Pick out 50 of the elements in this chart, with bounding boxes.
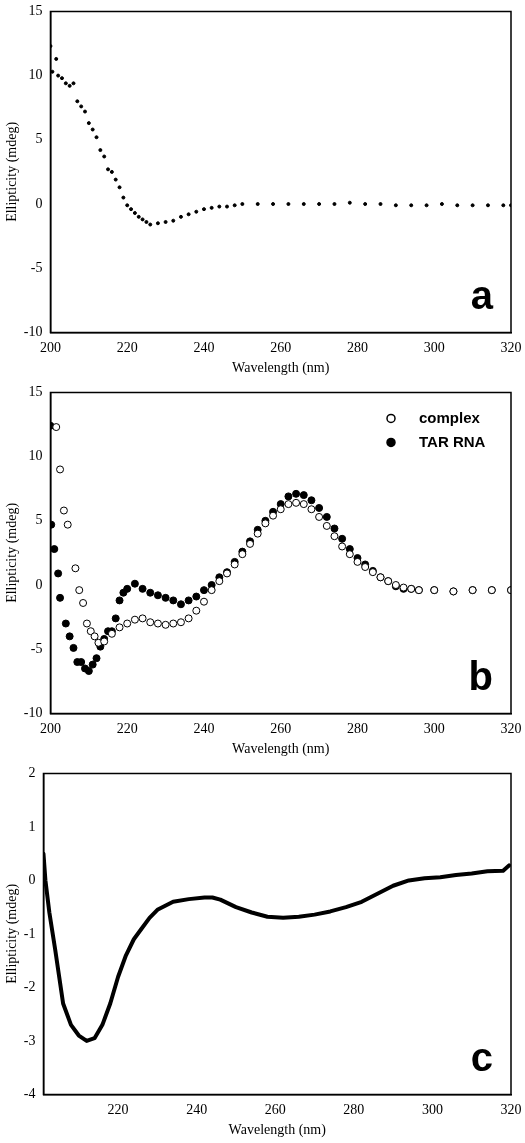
y-axis-title: Ellipticity (mdeg) xyxy=(4,883,21,984)
y-tick-label: -10 xyxy=(23,324,43,340)
x-tick-label: 220 xyxy=(116,721,138,737)
x-tick-label: 200 xyxy=(39,721,61,737)
y-tick-label: 1 xyxy=(28,818,36,834)
x-tick-label: 320 xyxy=(500,340,522,356)
x-tick-label: 240 xyxy=(193,340,215,356)
x-tick-label: 280 xyxy=(346,721,368,737)
x-tick-label: 240 xyxy=(193,721,215,737)
y-tick-label: -10 xyxy=(23,705,43,721)
y-tick-label: -3 xyxy=(23,1032,36,1048)
x-tick-label: 200 xyxy=(39,340,61,356)
x-tick-label: 320 xyxy=(500,1102,522,1118)
annotation: a xyxy=(470,273,494,318)
legend-label: TAR RNA xyxy=(419,432,486,450)
y-tick-label: 5 xyxy=(35,131,43,147)
y-tick-label: 15 xyxy=(28,384,43,400)
y-tick-label: 2 xyxy=(28,765,36,781)
x-tick-label: 260 xyxy=(270,340,292,356)
y-tick-label: 5 xyxy=(35,512,43,528)
x-tick-label: 300 xyxy=(423,721,445,737)
x-tick-label: 280 xyxy=(343,1102,365,1118)
x-axis-title: Wavelength (nm) xyxy=(232,741,330,758)
x-tick-label: 260 xyxy=(270,721,292,737)
legend-label: complex xyxy=(419,408,481,426)
x-tick-label: 260 xyxy=(264,1102,286,1118)
y-tick-label: -5 xyxy=(30,640,43,656)
y-tick-label: 0 xyxy=(28,872,36,888)
x-tick-label: 220 xyxy=(116,340,138,356)
y-tick-label: -5 xyxy=(30,259,43,275)
annotation: c xyxy=(470,1035,493,1080)
y-tick-label: -4 xyxy=(23,1086,36,1102)
x-tick-label: 320 xyxy=(500,721,522,737)
y-axis-title: Ellipticity (mdeg) xyxy=(4,502,21,603)
y-tick-label: -2 xyxy=(23,979,36,995)
y-tick-label: 15 xyxy=(28,3,43,19)
y-tick-label: 0 xyxy=(35,195,43,211)
y-tick-label: 0 xyxy=(35,576,43,592)
x-axis-title: Wavelength (nm) xyxy=(228,1122,327,1139)
x-tick-label: 280 xyxy=(346,340,368,356)
x-tick-label: 300 xyxy=(423,340,445,356)
y-tick-label: 10 xyxy=(28,67,43,83)
x-tick-label: 220 xyxy=(107,1102,129,1118)
x-axis-title: Wavelength (nm) xyxy=(232,360,330,377)
y-tick-label: 10 xyxy=(28,448,43,464)
annotation: b xyxy=(468,654,493,699)
y-axis-title: Ellipticity (mdeg) xyxy=(4,121,21,222)
y-tick-label: -1 xyxy=(23,925,36,941)
x-tick-label: 300 xyxy=(421,1102,443,1118)
x-tick-label: 240 xyxy=(186,1102,208,1118)
